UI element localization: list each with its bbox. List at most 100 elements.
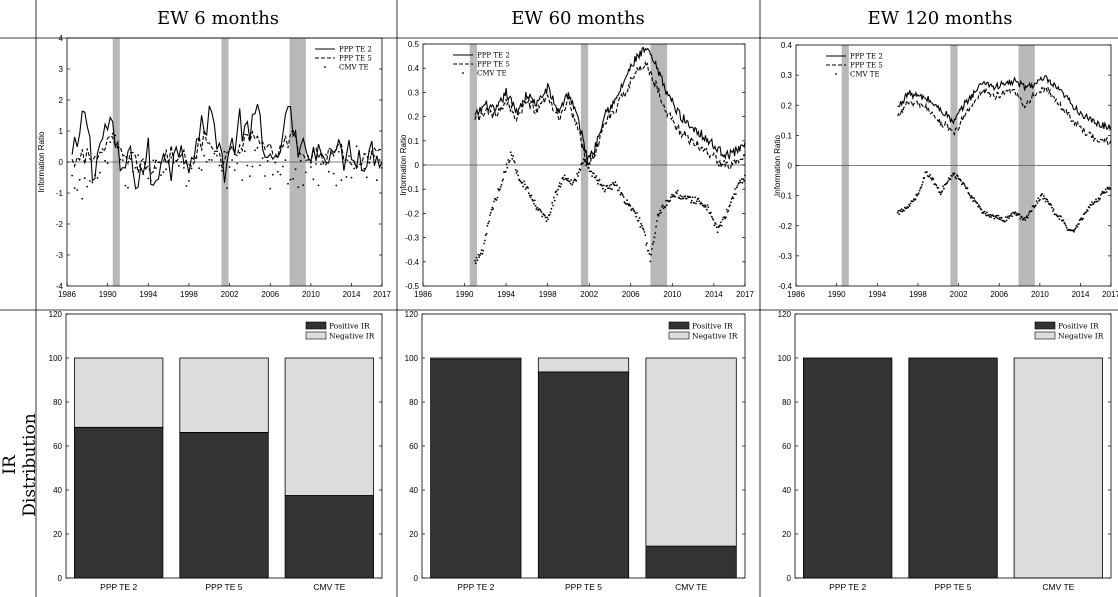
data-point — [690, 201, 692, 204]
data-point — [960, 183, 963, 186]
data-point — [539, 209, 542, 212]
data-point — [144, 167, 147, 170]
data-point — [898, 213, 901, 216]
data-point — [155, 167, 157, 169]
data-point — [930, 178, 933, 181]
y-tick-label: 0.4 — [781, 41, 793, 50]
data-point — [104, 159, 106, 162]
data-point — [162, 171, 165, 174]
legend-label: PPP TE 5 — [850, 62, 883, 70]
data-point — [535, 208, 538, 211]
data-point — [947, 180, 949, 182]
data-point — [646, 242, 648, 245]
data-point — [1039, 198, 1041, 201]
data-point — [601, 184, 603, 187]
y-tick-label: -0.2 — [405, 209, 419, 218]
data-point — [940, 191, 943, 194]
x-tick-label: 2014 — [705, 290, 723, 299]
data-point — [939, 191, 941, 194]
data-point — [555, 190, 558, 193]
y-tick-label: 120 — [405, 310, 419, 319]
y-tick-label: 0.2 — [408, 113, 420, 122]
data-point — [740, 178, 743, 180]
y-tick-label: 100 — [49, 354, 63, 363]
x-category-label: PPP TE 5 — [565, 582, 602, 592]
y-tick-label: 2 — [59, 96, 64, 105]
x-tick-label: 2010 — [1031, 290, 1049, 299]
data-point — [727, 209, 730, 212]
data-point — [523, 180, 525, 183]
data-point — [1090, 204, 1092, 207]
data-point — [1098, 199, 1101, 201]
data-point — [690, 199, 693, 202]
data-point — [654, 232, 657, 235]
x-tick-label: 1990 — [456, 290, 474, 299]
data-point — [549, 211, 552, 214]
data-point — [73, 187, 76, 190]
data-point — [713, 224, 716, 227]
data-point — [506, 166, 509, 169]
data-point — [689, 196, 692, 199]
data-point — [946, 181, 949, 184]
data-point — [592, 172, 595, 175]
data-point — [479, 252, 482, 255]
data-point — [218, 164, 221, 167]
data-point — [507, 159, 510, 161]
data-point — [1037, 197, 1040, 200]
data-point — [610, 183, 613, 186]
legend-label: Positive IR — [692, 322, 733, 331]
y-tick-label: 20 — [782, 530, 791, 539]
data-point — [310, 166, 312, 168]
legend-label: PPP TE 2 — [339, 46, 372, 54]
legend-marker — [324, 66, 326, 68]
data-point — [661, 204, 664, 207]
data-point — [483, 242, 485, 245]
data-point — [1094, 200, 1096, 203]
y-tick-label: 60 — [53, 442, 62, 451]
data-point — [897, 210, 900, 212]
legend-swatch — [668, 321, 690, 330]
y-tick-label: 0 — [788, 162, 793, 171]
bar-positive-ir — [803, 357, 893, 579]
data-point — [533, 202, 535, 205]
y-tick-label: 40 — [782, 486, 791, 495]
data-point — [988, 215, 991, 218]
data-point — [508, 160, 511, 162]
y-tick-label: -0.3 — [405, 234, 419, 243]
legend-label: CMV TE — [339, 64, 369, 72]
data-point — [1014, 211, 1017, 214]
data-point — [959, 178, 962, 181]
data-point — [556, 193, 559, 196]
data-point — [475, 256, 478, 259]
data-point — [142, 173, 145, 176]
y-tick-label: 80 — [782, 398, 791, 407]
data-point — [547, 218, 549, 221]
x-tick-label: 1998 — [539, 290, 557, 299]
data-point — [111, 132, 114, 135]
data-point — [598, 178, 601, 181]
x-category-label: PPP TE 5 — [205, 582, 242, 592]
data-point — [340, 179, 343, 182]
data-point — [477, 253, 480, 256]
data-point — [165, 168, 168, 171]
data-point — [725, 216, 727, 219]
data-point — [1108, 186, 1110, 189]
data-point — [707, 206, 710, 209]
data-point — [183, 167, 185, 169]
legend-label: Positive IR — [329, 322, 370, 331]
data-point — [1034, 204, 1037, 207]
data-point — [180, 161, 183, 163]
data-point — [697, 197, 700, 200]
data-point — [486, 224, 489, 227]
y-axis-label: Information Ratio — [773, 134, 782, 195]
x-tick-label: 1994 — [868, 290, 886, 299]
data-point — [1044, 200, 1047, 203]
data-point — [566, 179, 569, 182]
data-point — [597, 179, 600, 182]
data-point — [241, 179, 244, 182]
data-point — [604, 189, 607, 191]
data-point — [716, 231, 719, 234]
data-point — [963, 183, 966, 186]
data-point — [989, 213, 992, 216]
data-point — [188, 180, 190, 182]
